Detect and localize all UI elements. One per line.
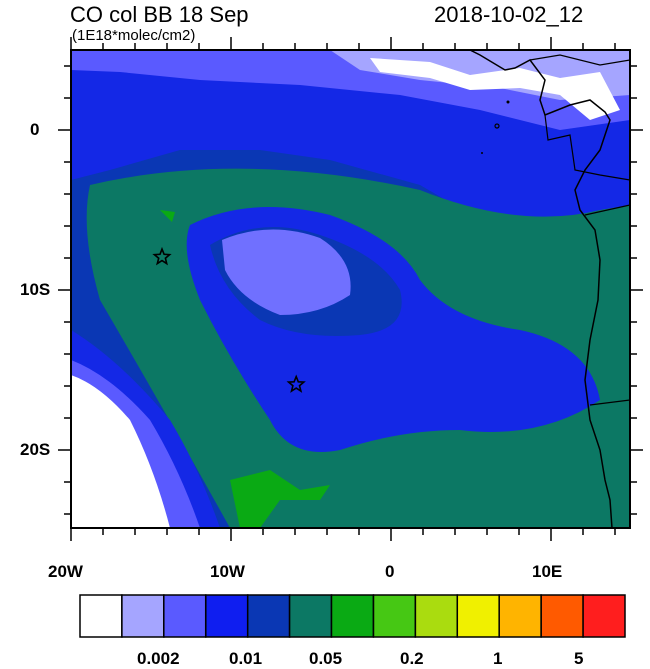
border-gabon: [544, 114, 630, 181]
colorbar-swatch-12: [582, 594, 626, 638]
colorbar-label-001: 0.01: [229, 649, 263, 668]
colorbar-swatch-7: [372, 594, 417, 638]
co-field: [71, 50, 630, 528]
colorbar-label-005: 0.05: [309, 649, 343, 668]
marker-layer: [152, 246, 306, 393]
border-congo: [584, 204, 630, 216]
lat-label-20s: 20S: [20, 440, 51, 459]
lon-label-20w: 20W: [48, 562, 83, 581]
star-marker-1: [152, 246, 172, 266]
star-marker-2: [286, 374, 306, 393]
colorbar-label-0002: 0.002: [137, 649, 180, 668]
colorbar-swatch-0: [79, 594, 123, 638]
plot-title: CO col BB 18 Sep: [70, 2, 249, 27]
colorbar-swatch-8: [414, 594, 459, 638]
colorbar-label-02: 0.2: [400, 649, 424, 668]
lat-label-10s: 10S: [20, 280, 51, 299]
field-green-patch: [230, 470, 330, 528]
field-north-white: [370, 58, 620, 120]
colorbar-swatch-9: [456, 594, 500, 638]
island-2: [506, 100, 510, 104]
border-namibia: [589, 399, 630, 406]
island-3: [481, 152, 483, 154]
field-sw-white: [71, 375, 170, 528]
field-inner-light: [222, 229, 351, 315]
lon-label-10e: 10E: [532, 562, 563, 581]
colorbar-swatch-3: [205, 594, 249, 638]
lat-label-0: 0: [30, 120, 40, 139]
map-frame: [70, 49, 631, 529]
colorbar-swatch-4: [246, 594, 291, 638]
tick-marks: [58, 37, 643, 541]
datetime-label: 2018-10-02_12: [434, 2, 584, 27]
coastline: [469, 50, 613, 528]
lon-label-10w: 10W: [210, 562, 245, 581]
colorbar-swatch-5: [288, 594, 333, 638]
lon-label-0: 0: [385, 562, 395, 581]
colorbar-label-1: 1: [493, 649, 503, 668]
field-green-dot: [160, 210, 175, 222]
colorbar-swatch-2: [163, 594, 207, 638]
colorbar-swatch-10: [498, 594, 542, 638]
island-1: [494, 123, 500, 129]
colorbar-swatch-11: [540, 594, 584, 638]
colorbar-swatch-1: [121, 594, 165, 638]
colorbar-swatch-6: [330, 594, 375, 638]
units-label: (1E18*molec/cm2): [72, 27, 196, 44]
border-north: [529, 54, 630, 66]
colorbar: [79, 594, 626, 638]
colorbar-label-5: 5: [574, 649, 584, 668]
